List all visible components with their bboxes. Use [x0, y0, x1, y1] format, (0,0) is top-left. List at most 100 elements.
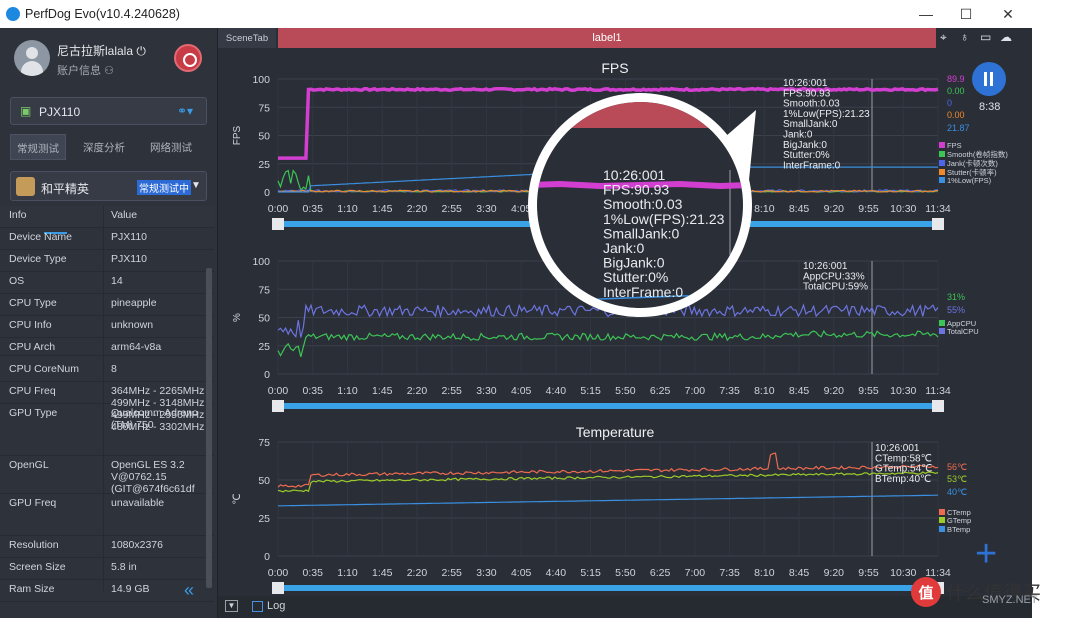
info-key: GPU Freq [9, 497, 57, 509]
info-key: OpenGL [9, 459, 49, 471]
table-row: CPU Freq 364MHz - 2265MHz 499MHz - 3148MH… [0, 382, 214, 433]
legend-entry: Jank(卡顿次数) [947, 158, 998, 168]
x-tick-label: 5:50 [615, 567, 636, 579]
svg-text:值: 值 [918, 584, 933, 602]
slider-handle-left [272, 582, 284, 594]
tooltip-line: Stutter:0% [783, 150, 830, 161]
collapse-sidebar-icon[interactable]: « [184, 580, 195, 600]
series-current-value: 89.9 [947, 74, 965, 84]
x-tick-label: 8:10 [754, 203, 775, 215]
legend-entry: CTemp [947, 508, 971, 517]
magnifier-bg [537, 102, 743, 308]
app-select[interactable]: 和平精英 常规测试中 ▼ [10, 171, 207, 201]
legend-swatch [939, 169, 945, 175]
series-line [278, 494, 938, 507]
x-tick-label: 2:20 [407, 567, 428, 579]
user-name: 尼古拉斯lalala ⏻ [57, 44, 146, 58]
expand-log-icon[interactable]: ▼ [225, 600, 238, 612]
test-status-badge: 常规测试中 [137, 180, 191, 195]
y-tick-label: 25 [258, 513, 270, 525]
sidebar: 尼古拉斯lalala ⏻ 账户信息 ⚇ ▣ PJX110 ⚭▾ 常规测试 深度分… [0, 28, 218, 618]
device-select[interactable]: ▣ PJX110 ⚭▾ [10, 97, 207, 125]
x-tick-label: 9:20 [824, 567, 845, 579]
x-tick-label: 8:10 [754, 385, 775, 397]
info-key: GPU Type [9, 407, 58, 419]
info-value: unknown [111, 319, 154, 331]
series-current-value: 56℃ [947, 462, 967, 472]
x-tick-label: 9:55 [858, 385, 879, 397]
pause-button[interactable] [972, 62, 1006, 96]
tooltip-line: Jank:0 [783, 130, 813, 141]
tooltip-line: InterFrame:0 [783, 160, 841, 171]
x-tick-label: 2:55 [441, 385, 462, 397]
info-value: OpenGL ES 3.2 V@0762.15 (GIT@674f6c61df [111, 459, 195, 495]
tooltip-line: 10:26:001 [783, 78, 828, 89]
table-row: Device Type PJX110 [0, 250, 214, 272]
tab-network-test[interactable]: 网络测试 [150, 142, 192, 154]
series-current-value: 0.00 [947, 110, 965, 120]
info-value: pineapple [111, 297, 157, 309]
folder-icon[interactable]: ▭ [980, 30, 992, 44]
log-checkbox[interactable] [252, 601, 263, 612]
x-tick-label: 2:55 [441, 567, 462, 579]
info-value: Qualcomm Adreno (TM) 750 [111, 407, 198, 431]
mode-tabs: 常规测试 深度分析 网络测试 [10, 134, 207, 160]
maximize-icon[interactable]: ☐ [959, 6, 973, 22]
close-icon[interactable]: ✕ [1002, 6, 1014, 22]
y-tick-label: 50 [258, 131, 270, 143]
device-name: PJX110 [39, 105, 81, 119]
game-icon [16, 177, 35, 196]
x-tick-label: 3:30 [476, 567, 497, 579]
table-header: Info Value [0, 206, 214, 228]
x-tick-label: 7:35 [719, 385, 740, 397]
pin-icon[interactable]: ♁ [960, 30, 969, 44]
scene-tab[interactable]: SceneTab [218, 28, 276, 48]
y-tick-label: 0 [264, 187, 270, 199]
magnifier-content: 10:26:001FPS:90.93Smooth:0.031%Low(FPS):… [537, 102, 743, 308]
perfdog-logo-icon [6, 7, 20, 21]
y-tick-label: 0 [264, 551, 270, 563]
slider-handle-left [272, 218, 284, 230]
label-bar[interactable]: label1 [278, 28, 936, 48]
account-info-link[interactable]: 账户信息 ⚇ [57, 65, 114, 77]
x-tick-label: 4:05 [511, 203, 532, 215]
window-title: PerfDog Evo(v10.4.240628) [25, 7, 180, 21]
record-button[interactable] [174, 44, 202, 72]
elapsed-time: 8:38 [979, 101, 1001, 113]
info-value: PJX110 [111, 253, 147, 265]
x-tick-label: 3:30 [476, 203, 497, 215]
table-row: Screen Size 5.8 in [0, 558, 214, 580]
x-tick-label: 11:34 [925, 203, 951, 215]
time-slider-track [278, 403, 938, 409]
user-settings-icon: ⚇ [104, 65, 114, 77]
x-tick-label: 3:30 [476, 385, 497, 397]
tab-deep-analysis[interactable]: 深度分析 [83, 142, 125, 154]
chart-title-fps: FPS [601, 60, 629, 76]
add-chart-icon[interactable]: + [975, 533, 998, 575]
tab-regular-test[interactable]: 常规测试 [10, 134, 66, 160]
legend-entry: AppCPU [947, 319, 976, 328]
minimize-icon[interactable]: — [919, 6, 933, 22]
x-tick-label: 1:10 [337, 385, 358, 397]
info-key: Resolution [9, 539, 59, 551]
series-current-value: 53℃ [947, 474, 967, 484]
x-tick-label: 9:55 [858, 567, 879, 579]
series-line [277, 303, 939, 339]
info-value: 1080x2376 [111, 539, 163, 551]
info-key: Device Type [9, 253, 67, 265]
series-current-value: 31% [947, 292, 965, 302]
avatar[interactable] [14, 40, 50, 76]
table-row: Device Name PJX110 [0, 228, 214, 250]
y-tick-label: 75 [258, 437, 270, 449]
power-icon[interactable]: ⏻ [136, 44, 146, 58]
x-tick-label: 4:40 [546, 385, 567, 397]
toolbar-icons: ⌖ ♁ ▭ ☁ [938, 28, 1032, 48]
series-current-value: 40℃ [947, 487, 967, 497]
cloud-icon[interactable]: ☁ [1000, 30, 1012, 44]
x-tick-label: 8:45 [789, 203, 810, 215]
x-tick-label: 9:20 [824, 385, 845, 397]
location-icon[interactable]: ⌖ [940, 30, 947, 44]
table-scrollbar[interactable] [206, 268, 212, 588]
info-key: Ram Size [9, 583, 55, 595]
tooltip-line: Smooth:0.03 [783, 99, 840, 110]
